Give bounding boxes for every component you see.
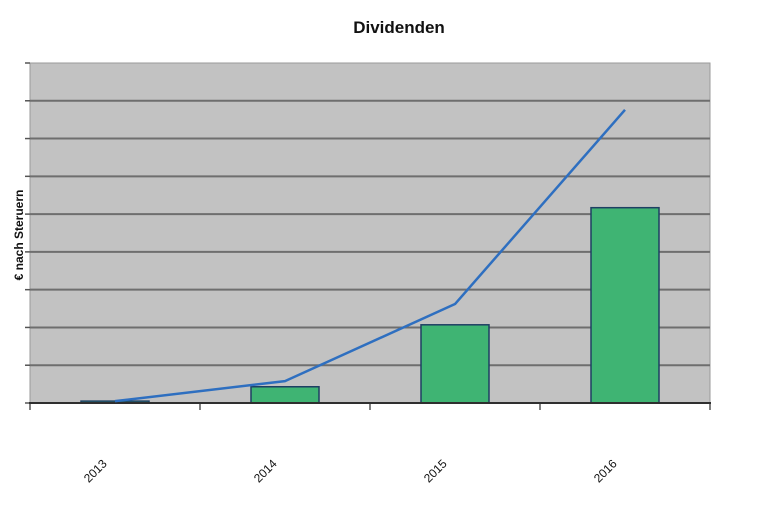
bar-2015: [420, 324, 490, 404]
chart-title: Dividenden: [353, 18, 445, 37]
bar-2014: [250, 386, 320, 404]
trend-line: [114, 109, 626, 403]
bar-2016: [590, 206, 660, 404]
